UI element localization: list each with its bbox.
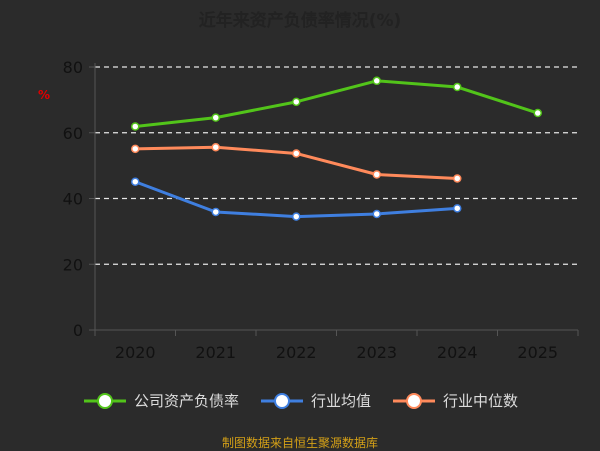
y-tick-labels: 0 20 40 60 80: [63, 58, 83, 340]
x-tick-labels: 2020 2021 2022 2023 2024 2025: [115, 343, 558, 362]
legend-item-1: 行业均值: [259, 390, 371, 411]
y-tick-label: 60: [63, 124, 83, 143]
data-point-2-0: [131, 144, 140, 154]
data-point-2-2: [292, 149, 301, 158]
data-point-1-1: [211, 207, 220, 217]
grid-lines: [89, 66, 578, 331]
data-point-2-4: [453, 174, 462, 183]
legend-swatch-2: [393, 392, 435, 409]
series-line-0: [133, 79, 540, 129]
data-point-0-4: [453, 82, 462, 92]
x-tick-label-2022: 2022: [276, 343, 317, 362]
data-point-1-3: [372, 209, 381, 219]
y-tick-label: 80: [63, 58, 83, 77]
data-point-1-0: [131, 177, 140, 186]
legend-label-2: 行业中位数: [443, 392, 519, 410]
x-tick-label-2025: 2025: [517, 343, 558, 362]
data-point-0-3: [372, 76, 381, 86]
legend: 公司资产负债率 行业均值 行业中位数: [0, 390, 600, 411]
data-point-0-2: [292, 97, 301, 107]
y-tick-label: 0: [73, 321, 83, 340]
series-line-1: [133, 180, 459, 219]
x-tick-label-2024: 2024: [437, 343, 478, 362]
x-tick-label-2023: 2023: [356, 343, 397, 362]
legend-item-2: 行业中位数: [391, 390, 518, 411]
data-point-1-4: [453, 204, 462, 213]
y-axis-label: %: [37, 88, 51, 102]
legend-label-1: 行业均值: [310, 392, 371, 410]
data-point-2-1: [211, 142, 220, 152]
legend-swatch-0: [83, 392, 126, 409]
x-tick-label-2021: 2021: [195, 343, 236, 362]
data-point-0-5: [533, 108, 542, 118]
y-tick-label: 40: [63, 190, 83, 209]
data-point-2-3: [372, 170, 381, 179]
legend-swatch-1: [260, 392, 303, 409]
source-note: 制图数据来自恒生聚源数据库: [221, 436, 378, 450]
chart-title: 近年来资产负债率情况(%): [198, 11, 402, 31]
data-point-0-1: [211, 113, 220, 122]
series-lines: [131, 76, 542, 221]
legend-item-0: 公司资产负债率: [82, 390, 239, 411]
x-tick-label-2020: 2020: [115, 343, 156, 362]
legend-label-0: 公司资产负债率: [133, 392, 239, 410]
data-point-0-0: [131, 122, 140, 131]
y-tick-label: 20: [63, 255, 83, 274]
axes: [94, 63, 579, 336]
data-point-1-2: [292, 212, 301, 221]
